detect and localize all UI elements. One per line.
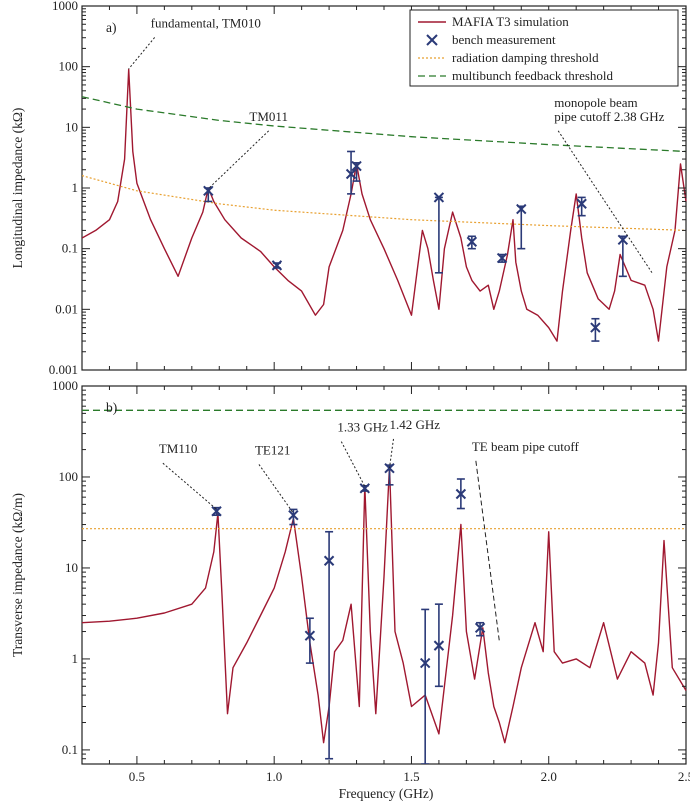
- annotation-leader: [388, 438, 394, 468]
- ytick-label: 1000: [52, 378, 78, 393]
- marker-x-b: [345, 168, 357, 180]
- measurement-point: [323, 530, 335, 760]
- annotation-leader: [128, 37, 156, 70]
- ytick-label: 0.001: [49, 362, 78, 377]
- x-axis-label: Frequency (GHz): [339, 786, 434, 801]
- annotation-label: fundamental, TM010: [151, 15, 261, 30]
- measurement-point: [359, 483, 370, 494]
- xtick-label: 0.5: [129, 769, 145, 784]
- legend-label-measurement: bench measurement: [452, 32, 556, 47]
- measurement-point: [516, 203, 527, 250]
- panel-a-ylabel: Longitudinal impedance (kΩ): [10, 108, 25, 269]
- legend-swatch-measurement: [426, 34, 438, 46]
- measurement-point: [466, 235, 478, 250]
- measurement-point: [617, 234, 629, 278]
- marker-x-b: [359, 483, 370, 494]
- measurement-point: [496, 252, 508, 264]
- measurement-point: [345, 150, 357, 195]
- annotation-label: TE121: [255, 442, 290, 457]
- annotation-leader: [162, 462, 217, 510]
- marker-x-b: [516, 203, 527, 215]
- marker-x-b: [419, 657, 431, 669]
- ytick-label: 0.1: [62, 742, 78, 757]
- measurement-point: [576, 196, 587, 217]
- marker-x-b: [304, 630, 316, 641]
- annotation-leader: [340, 441, 366, 487]
- legend: MAFIA T3 simulation bench measurement ra…: [409, 9, 679, 87]
- marker-x-b: [466, 236, 478, 247]
- marker-x-b: [271, 260, 283, 271]
- xtick-label: 2.5: [678, 769, 690, 784]
- measurement-point: [351, 160, 362, 182]
- ytick-label: 1: [72, 651, 79, 666]
- xtick-label: 2.0: [541, 769, 557, 784]
- ytick-label: 10: [65, 560, 78, 575]
- panel-b-ylabel: Transverse impedance (kΩ/m): [10, 493, 25, 657]
- marker-x-b: [617, 234, 629, 246]
- legend-label-multibunch: multibunch feedback threshold: [452, 68, 614, 83]
- ytick-label: 100: [59, 59, 79, 74]
- marker-x-b: [323, 555, 335, 566]
- annotation-leader: [258, 464, 294, 514]
- marker-x-b: [211, 506, 222, 517]
- axes-layer: 0.001 0.01 0.1 1 10 100 1000 0.1 1 10 100 1000 0.5 1.…: [49, 0, 690, 784]
- legend-label-simulation: MAFIA T3 simulation: [452, 14, 569, 29]
- annotation-label: pipe cutoff 2.38 GHz: [554, 109, 664, 124]
- panel-b-plot-area: [82, 409, 687, 764]
- marker-x-b: [474, 622, 486, 633]
- measurement-point: [211, 506, 222, 517]
- simulation-line: [82, 465, 687, 744]
- measurement-point: [433, 603, 445, 688]
- panel-b-label: b): [106, 400, 117, 415]
- legend-box: [409, 9, 679, 87]
- marker-x-b: [288, 509, 299, 521]
- measurement-point: [203, 185, 214, 203]
- measurement-point: [271, 260, 283, 271]
- ytick-label: 1: [72, 180, 79, 195]
- annotation-leader: [557, 130, 654, 275]
- marker-x-b: [433, 192, 445, 203]
- xtick-label: 1.5: [403, 769, 419, 784]
- marker-x-b: [455, 488, 467, 500]
- measurement-point: [433, 192, 445, 274]
- legend-label-radiation: radiation damping threshold: [452, 50, 599, 65]
- radiation-threshold-line: [82, 175, 687, 231]
- marker-x-b: [590, 322, 601, 333]
- measurement-point: [590, 317, 601, 342]
- annotation-label: TM110: [159, 441, 198, 456]
- panel-a-label: a): [106, 20, 117, 35]
- measurement-point: [304, 617, 316, 664]
- measurement-point: [288, 508, 299, 526]
- marker-x-b: [351, 160, 362, 172]
- xtick-label: 1.0: [266, 769, 282, 784]
- ytick-label: 0.1: [62, 241, 78, 256]
- annotation-label: TM011: [249, 109, 288, 124]
- ytick-label: 1000: [52, 0, 78, 13]
- measurement-point: [455, 478, 467, 510]
- multibunch-threshold-line: [82, 96, 687, 153]
- annotation-label: TE beam pipe cutoff: [472, 439, 580, 454]
- marker-x-b: [203, 185, 214, 196]
- marker-x-b: [576, 198, 587, 209]
- marker-x-b: [433, 640, 445, 651]
- panel-a-plot-area: [82, 68, 687, 342]
- measurement-point: [419, 608, 431, 764]
- ytick-label: 10: [65, 119, 78, 134]
- annotation-leader: [475, 460, 500, 641]
- measurement-point: [384, 462, 395, 486]
- annotation-label: 1.33 GHz: [337, 420, 388, 435]
- measurement-point: [474, 621, 486, 637]
- annotations-layer: fundamental, TM010 TM011 monopole beampipe…: [128, 15, 665, 641]
- annotation-label: 1.42 GHz: [389, 417, 440, 432]
- ytick-label: 0.01: [55, 301, 78, 316]
- marker-x-b: [384, 462, 395, 474]
- simulation-line: [82, 68, 687, 342]
- ytick-label: 100: [59, 469, 79, 484]
- annotation-label: monopole beam: [554, 95, 637, 110]
- annotation-leader: [207, 130, 270, 190]
- marker-x-b: [496, 252, 508, 264]
